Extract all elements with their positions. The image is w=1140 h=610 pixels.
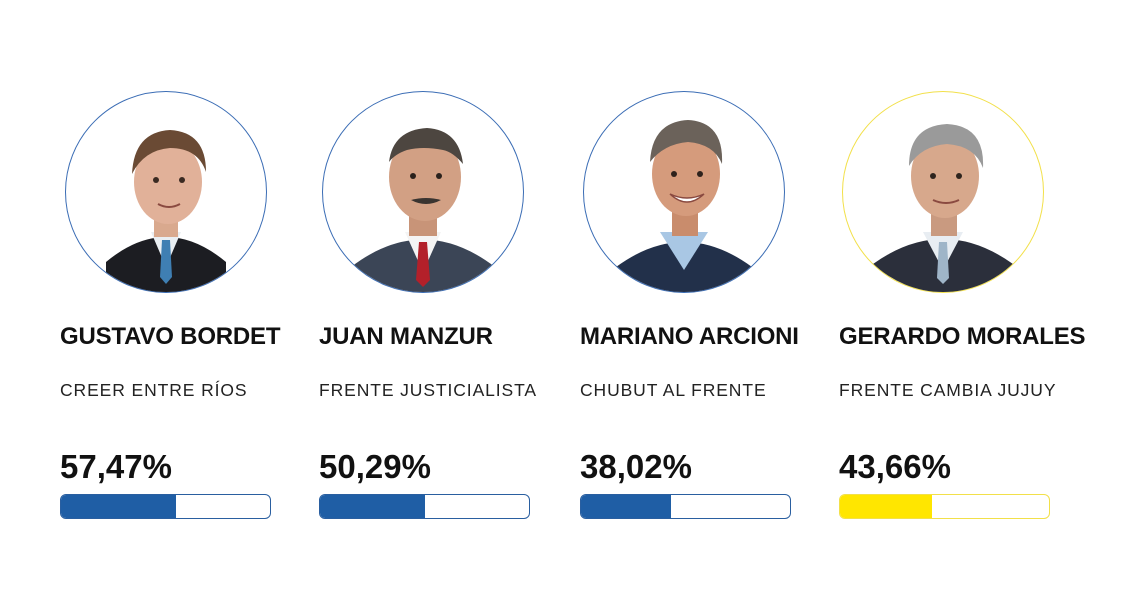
candidate-card-2: JUAN MANZUR FRENTE JUSTICIALISTA 50,29% <box>319 0 559 610</box>
candidate-percentage-1: 57,47% <box>60 448 172 485</box>
portrait-photo-icon <box>616 120 752 292</box>
candidate-percentage-3: 38,02% <box>580 448 692 485</box>
vote-progress-fill-2 <box>320 495 425 518</box>
vote-progress-fill-3 <box>581 495 671 518</box>
portrait-photo-icon <box>873 124 1013 292</box>
candidate-name-3: MARIANO ARCIONI <box>580 323 799 350</box>
candidate-card-3: MARIANO ARCIONI CHUBUT AL FRENTE 38,02% <box>580 0 820 610</box>
candidate-portrait-3 <box>583 91 785 293</box>
candidate-card-4: GERARDO MORALES FRENTE CAMBIA JUJUY 43,6… <box>839 0 1086 610</box>
vote-progress-bar-2 <box>319 494 530 519</box>
candidate-party-1: CREER ENTRE RÍOS <box>60 380 248 400</box>
portrait-photo-icon <box>106 130 226 292</box>
vote-progress-bar-3 <box>580 494 791 519</box>
candidate-portrait-2 <box>322 91 524 293</box>
candidate-party-3: CHUBUT AL FRENTE <box>580 380 767 400</box>
candidate-card-1: GUSTAVO BORDET CREER ENTRE RÍOS 57,47% <box>60 0 300 610</box>
candidate-portrait-4 <box>842 91 1044 293</box>
portrait-photo-icon <box>351 128 495 292</box>
candidate-name-1: GUSTAVO BORDET <box>60 323 281 350</box>
vote-progress-bar-4 <box>839 494 1050 519</box>
vote-progress-bar-1 <box>60 494 271 519</box>
candidate-portrait-1 <box>65 91 267 293</box>
candidate-name-2: JUAN MANZUR <box>319 323 493 350</box>
candidate-percentage-4: 43,66% <box>839 448 951 485</box>
candidate-party-2: FRENTE JUSTICIALISTA <box>319 380 537 400</box>
candidate-party-4: FRENTE CAMBIA JUJUY <box>839 380 1057 400</box>
vote-progress-fill-4 <box>840 495 932 518</box>
candidate-percentage-2: 50,29% <box>319 448 431 485</box>
candidate-name-4: GERARDO MORALES <box>839 323 1086 350</box>
vote-progress-fill-1 <box>61 495 176 518</box>
